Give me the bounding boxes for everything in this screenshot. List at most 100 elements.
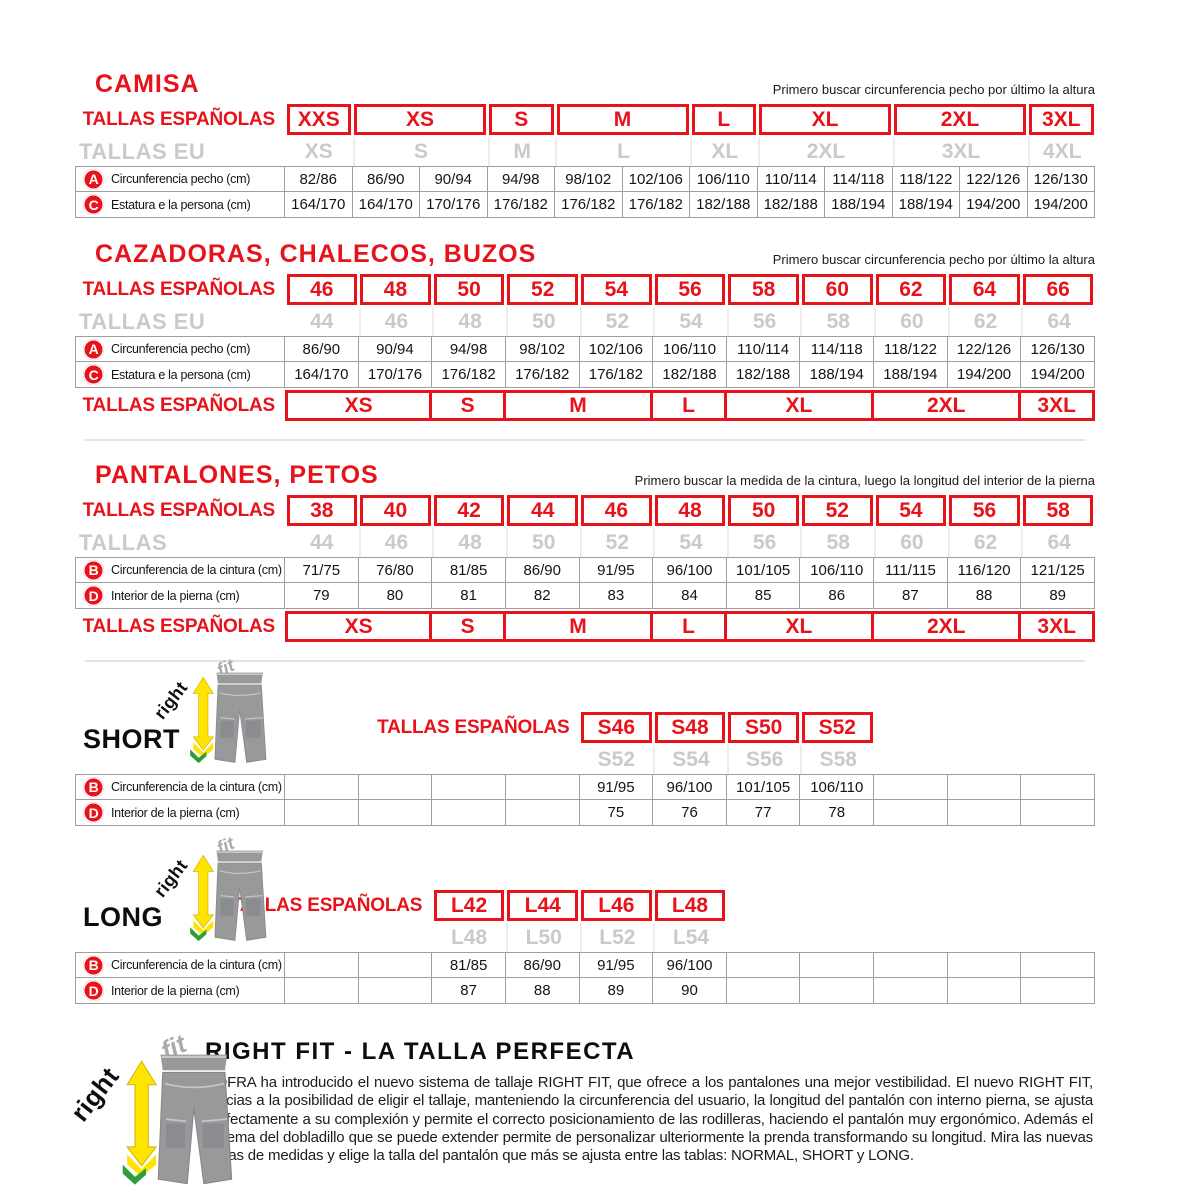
size-cell: S56: [726, 745, 801, 774]
value-cell: [505, 800, 580, 826]
long-logo-slot: right fit: [150, 833, 273, 946]
size-cell: L44: [507, 890, 579, 921]
size-cell: XL: [690, 137, 758, 166]
value-cell: 182/188: [726, 362, 801, 388]
value-cell: 91/95: [579, 774, 654, 800]
value-cell: 164/170: [285, 362, 359, 388]
size-cell: 56: [949, 495, 1020, 526]
value-cell: 110/114: [726, 336, 801, 362]
size-cell: 64: [949, 274, 1020, 305]
value-cell: 80: [358, 583, 433, 609]
size-cell: 50: [505, 307, 580, 336]
row-label: B Circunferencia de la cintura (cm): [75, 557, 285, 583]
size-cell: 56: [726, 307, 801, 336]
value-cell: 96/100: [653, 557, 727, 583]
value-cell: [432, 800, 506, 826]
size-cell: XL: [726, 611, 875, 642]
value-cell: [285, 800, 359, 826]
rightfit-section: right fit RIGHT FIT - LA TALLA PERFECTA …: [65, 1029, 1095, 1185]
rightfit-title: RIGHT FIT - LA TALLA PERFECTA: [205, 1038, 636, 1065]
rightfit-text: RIGHT FIT - LA TALLA PERFECTA COFRA ha i…: [205, 1038, 1095, 1165]
value-cell: 188/194: [892, 192, 960, 218]
row-label-text: Circunferencia de la cintura (cm): [111, 780, 282, 794]
size-cell: S: [432, 390, 506, 421]
size-cell: 44: [310, 530, 334, 554]
table-row: B Circunferencia de la cintura (cm) 81/85 8…: [75, 952, 1095, 978]
size-cell: 2XL: [874, 390, 1022, 421]
value-cell: 122/126: [960, 166, 1028, 192]
row-label: TALLAS EU: [79, 138, 206, 164]
size-cell: XS: [285, 390, 433, 421]
value-cell: 96/100: [653, 774, 727, 800]
size-cell: 46: [581, 495, 652, 526]
value-cell: [874, 774, 948, 800]
row-label: A Circunferencia pecho (cm): [75, 336, 285, 362]
value-cell: 90: [653, 978, 727, 1004]
size-cell: S: [432, 611, 506, 642]
value-cell: 114/118: [800, 336, 875, 362]
pantalones-note: Primero buscar la medida de la cintura, …: [634, 473, 1095, 488]
value-cell: 182/188: [757, 192, 825, 218]
value-cell: 176/182: [622, 192, 690, 218]
short-logo-slot: right fit: [150, 655, 273, 768]
value-cell: 83: [579, 583, 654, 609]
row-label-text: Circunferencia pecho (cm): [111, 172, 251, 186]
size-cell: S48: [654, 712, 726, 743]
size-cell: S46: [581, 712, 652, 743]
value-cell: [358, 978, 433, 1004]
table-row: TALLAS ESPAÑOLAS 38 40 42 44 46 48 50 52 54 56 58: [75, 495, 1095, 526]
value-cell: 176/182: [487, 192, 555, 218]
table-row: B Circunferencia de la cintura (cm) 91/95 9…: [75, 774, 1095, 800]
table-row: B Circunferencia de la cintura (cm) 71/75 7…: [75, 557, 1095, 583]
row-label: TALLAS ESPAÑOLAS: [82, 108, 276, 130]
size-cell: 52: [801, 495, 873, 526]
rightfit-logo: right fit: [150, 833, 273, 946]
measure-badge: D: [83, 585, 104, 606]
value-cell: 98/102: [505, 336, 580, 362]
value-cell: 85: [726, 583, 801, 609]
value-cell: 94/98: [432, 336, 506, 362]
rightfit-logo-right-text: right: [64, 1061, 125, 1127]
value-cell: 194/200: [947, 362, 1022, 388]
value-cell: [358, 800, 433, 826]
row-label: B Circunferencia de la cintura (cm): [75, 952, 285, 978]
short-section: right fit SHORT TALLAS ESPAÑOLAS S46 S48 S5…: [75, 655, 1095, 826]
value-cell: 86/90: [505, 952, 580, 978]
size-cell: 2XL: [757, 137, 893, 166]
value-cell: 116/120: [947, 557, 1022, 583]
size-cell: 54: [653, 528, 727, 557]
cazadoras-title: CAZADORAS, CHALECOS, BUZOS: [95, 240, 537, 268]
value-cell: [1021, 774, 1095, 800]
rightfit-logo-slot: right fit: [65, 1029, 233, 1185]
size-cell: 52: [579, 528, 654, 557]
size-cell: 3XL: [892, 137, 1028, 166]
size-cell: 40: [360, 495, 431, 526]
pantalones-title: PANTALONES, PETOS: [95, 461, 379, 489]
size-cell: 4XL: [1027, 137, 1096, 166]
size-cell: 48: [432, 307, 506, 336]
value-cell: 86: [800, 583, 875, 609]
table-row: S52 S54 S56 S58: [75, 745, 1095, 774]
camisa-header: CAMISA Primero buscar circunferencia pec…: [75, 70, 1095, 99]
value-cell: 81/85: [432, 952, 506, 978]
size-cell: 60: [874, 307, 948, 336]
value-cell: 111/115: [874, 557, 948, 583]
row-label-text: Interior de la pierna (cm): [111, 805, 240, 820]
short-table: TALLAS ESPAÑOLAS S46 S48 S50 S52 S52 S54 S56 S58…: [75, 712, 1095, 826]
size-cell: 48: [654, 495, 726, 526]
size-cell: 54: [875, 495, 947, 526]
value-cell: 106/110: [800, 557, 875, 583]
value-cell: 75: [579, 800, 654, 826]
value-cell: 90/94: [358, 336, 433, 362]
table-row: TALLAS ESPAÑOLAS 46 48 50 52 54 56 58 60 62 64 66: [75, 274, 1095, 305]
value-cell: [874, 978, 948, 1004]
value-cell: [947, 800, 1022, 826]
size-cell: 48: [360, 274, 431, 305]
value-cell: 98/102: [555, 166, 623, 192]
row-label: D Interior de la pierna (cm): [75, 978, 285, 1004]
row-label-text: Circunferencia de la cintura (cm): [111, 958, 282, 972]
size-cell: 2XL: [894, 104, 1026, 135]
value-cell: [1021, 978, 1095, 1004]
value-cell: 170/176: [358, 362, 433, 388]
measure-badge: B: [83, 776, 104, 798]
